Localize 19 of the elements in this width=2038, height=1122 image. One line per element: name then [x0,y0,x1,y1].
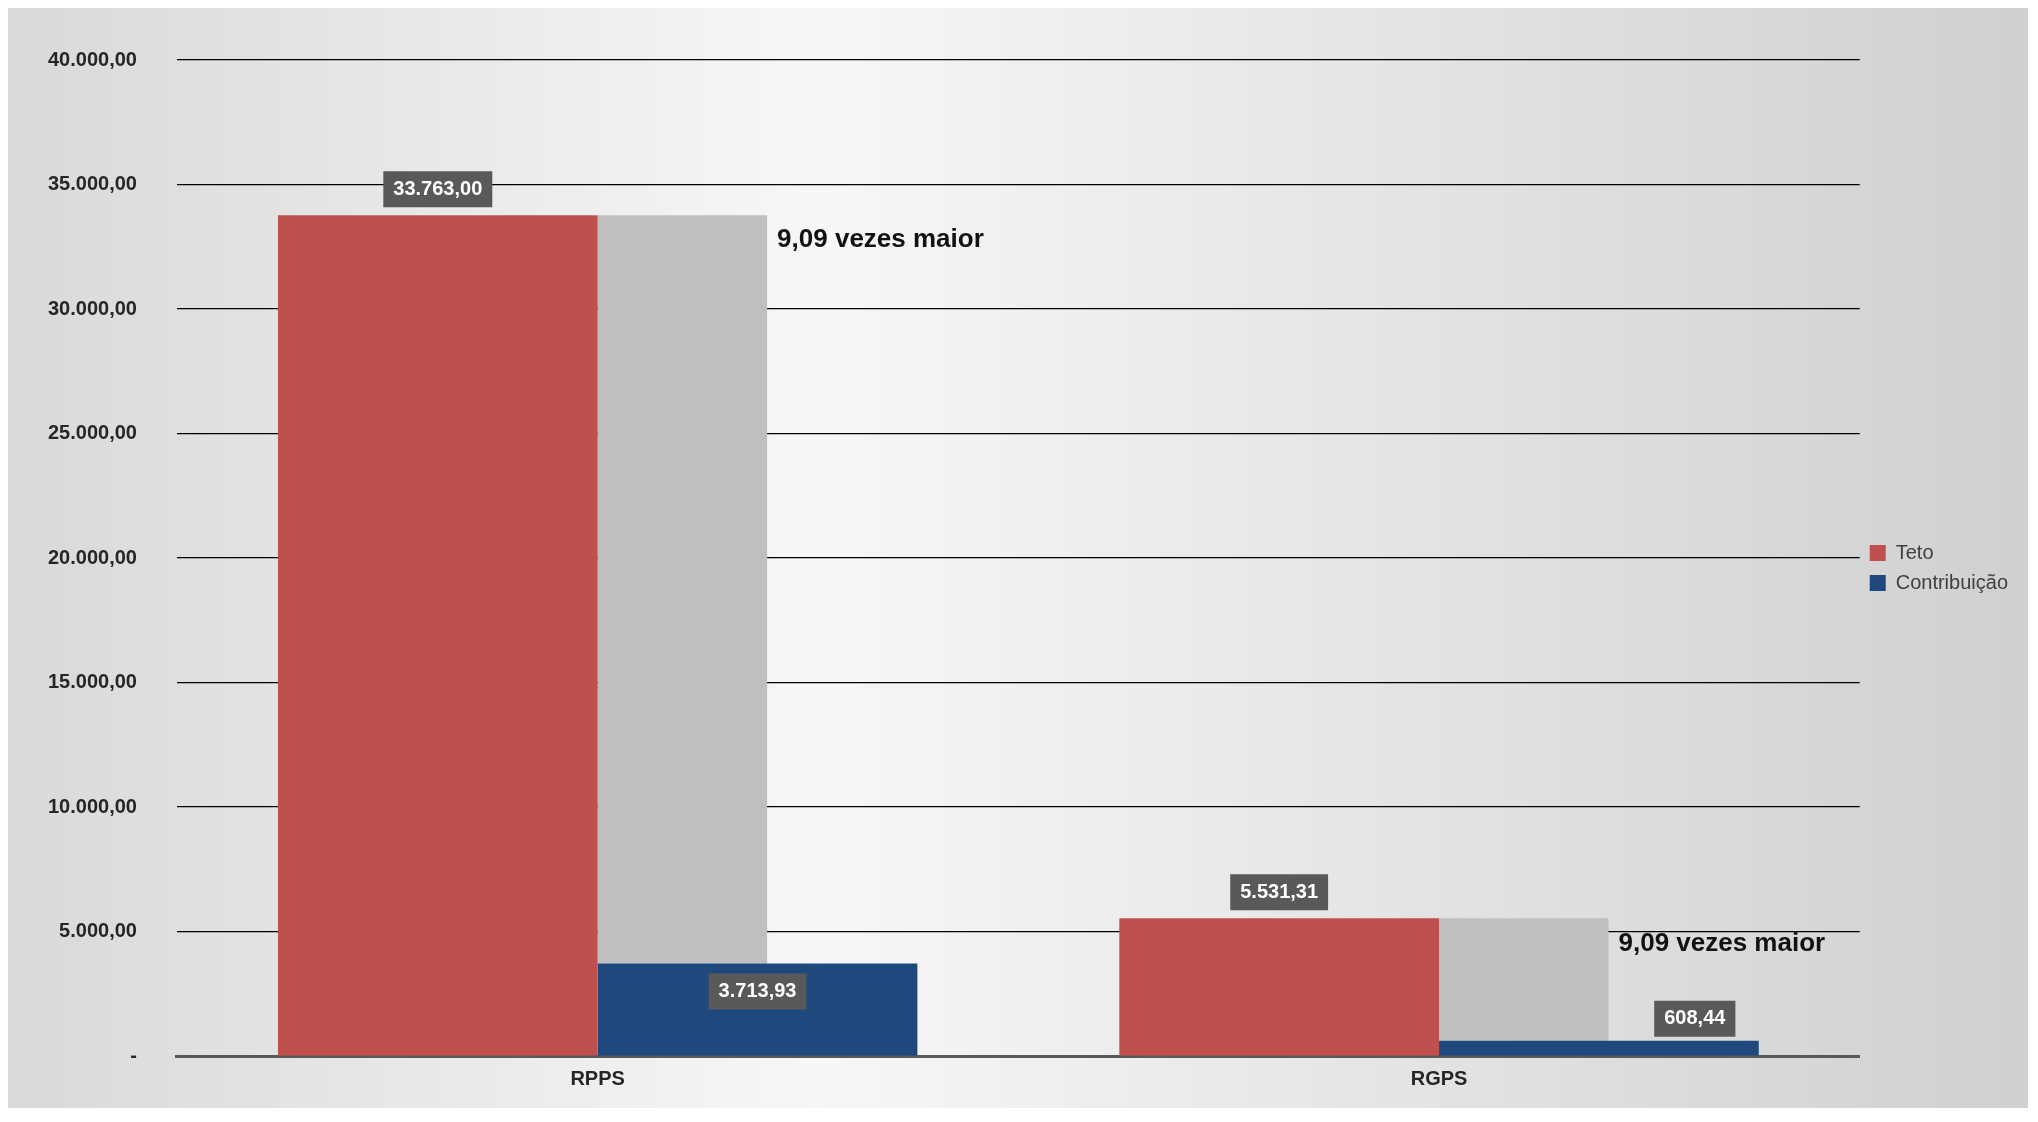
annotation: 9,09 vezes maior [777,223,984,254]
data-label: 5.531,31 [1240,879,1319,902]
y-tick-label: - [130,1043,137,1066]
x-tick-label: RPPS [570,1066,625,1089]
x-tick-label: RGPS [1410,1066,1468,1089]
y-tick-label: 30.000,00 [47,296,137,319]
data-label: 33.763,00 [393,176,483,199]
annotation: 9,09 vezes maior [1618,926,1826,957]
y-tick-label: 40.000,00 [47,47,137,70]
y-tick-label: 25.000,00 [47,421,137,444]
legend-label: Contribuição [1895,570,2009,593]
y-tick-label: 5.000,00 [59,919,137,942]
data-label: 608,44 [1664,1006,1727,1029]
data-label: 3.713,93 [718,979,797,1002]
legend-label: Teto [1895,540,1934,563]
y-tick-label: 20.000,00 [47,545,137,568]
y-tick-label: 10.000,00 [47,794,137,817]
y-tick-label: 35.000,00 [47,172,137,195]
y-tick-label: 15.000,00 [47,670,137,693]
